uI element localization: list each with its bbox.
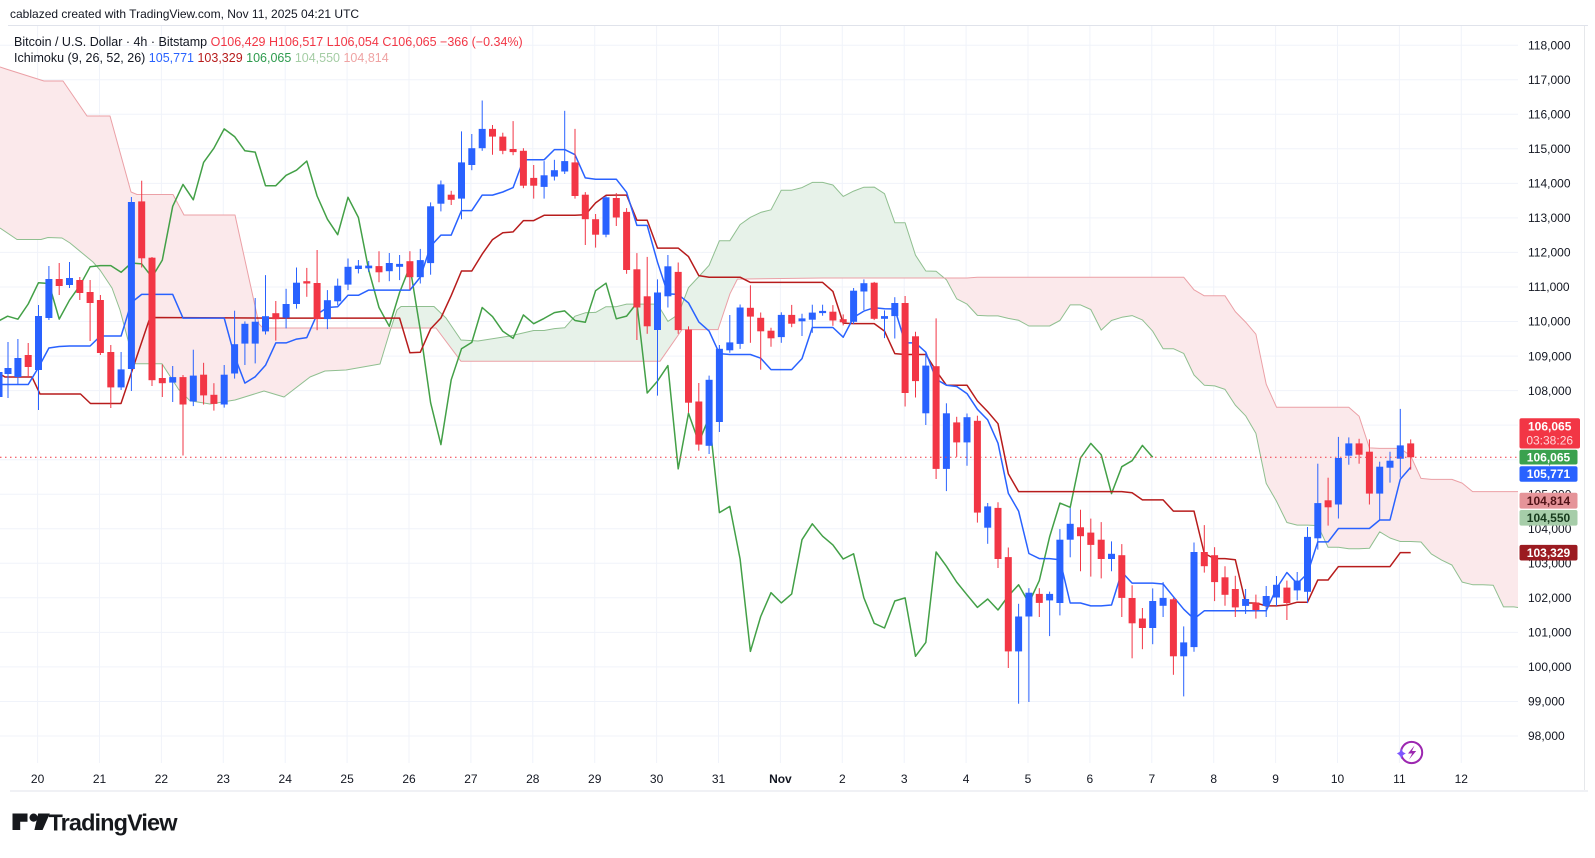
svg-text:101,000: 101,000 (1528, 626, 1572, 640)
svg-text:30: 30 (650, 772, 664, 786)
svg-text:112,000: 112,000 (1528, 246, 1571, 260)
svg-text:31: 31 (712, 772, 726, 786)
svg-text:03:38:26: 03:38:26 (1526, 434, 1573, 448)
svg-text:22: 22 (155, 772, 169, 786)
svg-text:114,000: 114,000 (1528, 177, 1571, 191)
svg-text:117,000: 117,000 (1528, 73, 1571, 87)
svg-text:28: 28 (526, 772, 540, 786)
svg-text:113,000: 113,000 (1528, 211, 1571, 225)
svg-text:12: 12 (1455, 772, 1469, 786)
svg-text:99,000: 99,000 (1528, 695, 1565, 709)
svg-text:108,000: 108,000 (1528, 384, 1572, 398)
svg-text:111,000: 111,000 (1528, 280, 1570, 294)
svg-text:109,000: 109,000 (1528, 349, 1572, 363)
svg-text:2: 2 (839, 772, 846, 786)
svg-text:4: 4 (963, 772, 970, 786)
svg-text:Nov: Nov (769, 772, 792, 786)
svg-text:104,550: 104,550 (1527, 511, 1571, 525)
svg-text:110,000: 110,000 (1528, 315, 1571, 329)
svg-text:102,000: 102,000 (1528, 591, 1572, 605)
svg-text:11: 11 (1393, 772, 1406, 786)
svg-text:98,000: 98,000 (1528, 729, 1565, 743)
svg-text:3: 3 (901, 772, 908, 786)
svg-text:116,000: 116,000 (1528, 108, 1571, 122)
svg-text:26: 26 (402, 772, 416, 786)
svg-text:10: 10 (1331, 772, 1345, 786)
svg-text:100,000: 100,000 (1528, 660, 1572, 674)
svg-text:25: 25 (340, 772, 354, 786)
svg-text:Ichimoku (9, 26, 52, 26) 105,7: Ichimoku (9, 26, 52, 26) 105,771 103,329… (14, 51, 389, 65)
svg-text:106,065: 106,065 (1527, 450, 1571, 464)
svg-text:115,000: 115,000 (1528, 142, 1571, 156)
svg-text:27: 27 (464, 772, 478, 786)
svg-text:118,000: 118,000 (1528, 38, 1571, 52)
svg-text:cablazed created with TradingV: cablazed created with TradingView.com, N… (10, 7, 359, 21)
svg-text:105,771: 105,771 (1527, 467, 1571, 481)
svg-text:106,065: 106,065 (1528, 420, 1572, 434)
svg-text:29: 29 (588, 772, 602, 786)
svg-text:20: 20 (31, 772, 45, 786)
svg-text:103,329: 103,329 (1527, 546, 1571, 560)
svg-text:Bitcoin / U.S. Dollar · 4h · B: Bitcoin / U.S. Dollar · 4h · Bitstamp O1… (14, 35, 523, 49)
svg-text:TradingView: TradingView (49, 810, 179, 836)
svg-text:5: 5 (1025, 772, 1032, 786)
svg-text:7: 7 (1148, 772, 1155, 786)
svg-text:104,814: 104,814 (1527, 494, 1571, 508)
svg-text:6: 6 (1087, 772, 1094, 786)
svg-text:23: 23 (217, 772, 231, 786)
svg-text:8: 8 (1210, 772, 1217, 786)
svg-text:9: 9 (1272, 772, 1279, 786)
svg-text:24: 24 (279, 772, 293, 786)
svg-text:21: 21 (93, 772, 107, 786)
